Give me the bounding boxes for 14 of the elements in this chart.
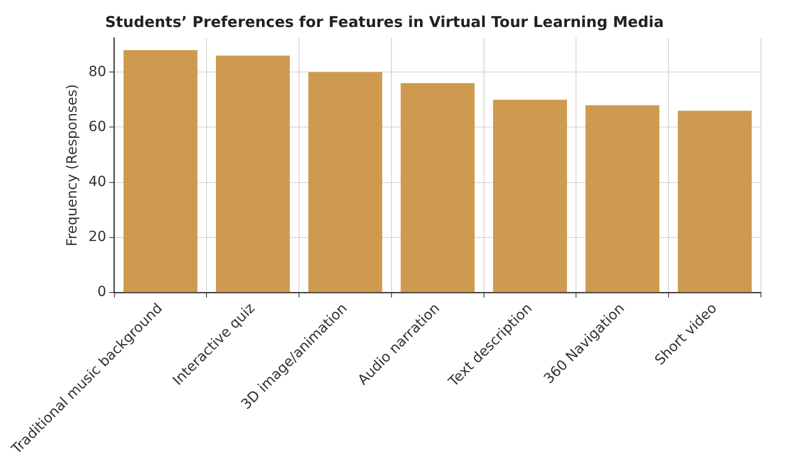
bar [493,100,567,292]
y-tick-label: 20 [88,229,106,246]
y-tick-label: 80 [88,64,106,80]
y-tick-label: 60 [88,118,106,135]
bar [400,83,475,292]
y-tick-label: 40 [88,174,106,190]
y-tick-label: 0 [97,284,106,300]
y-axis-title: Frequency (Responses) [64,84,81,246]
bar [216,56,290,292]
bar [678,110,752,292]
chart-title: Students’ Preferences for Features in Virtual Tour Learning Media [105,12,664,31]
bar [124,50,198,292]
bar [308,72,382,292]
bar [585,105,660,292]
